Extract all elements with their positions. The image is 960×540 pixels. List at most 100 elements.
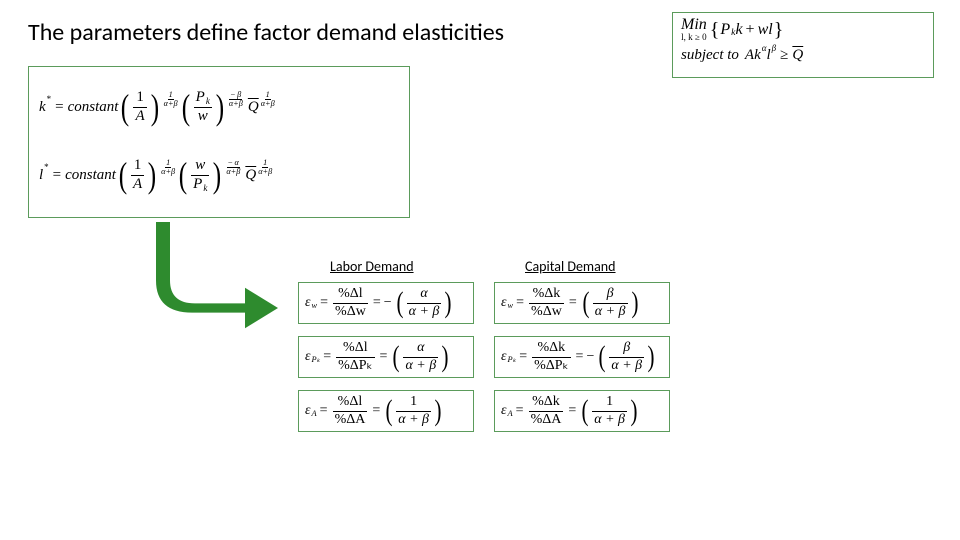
e: ε [305,404,311,418]
k-t1e-d: α+β [163,100,179,108]
k-const: constant [68,100,119,115]
k-t2-num: P [196,89,205,105]
slide-title: The parameters define factor demand elas… [28,18,504,47]
obj-k: k [735,22,742,38]
md: %ΔPₖ [532,359,570,374]
rn: β [621,341,632,356]
min-sub: l, k ≥ 0 [681,33,706,42]
min-label: Min [681,17,707,33]
e-sub: w [508,302,514,310]
e-sub: Pₖ [312,356,321,364]
rd: α + β [403,359,438,374]
k-t2e-s: − [230,90,235,99]
eq1: = [320,404,328,418]
rd: α + β [396,413,431,428]
l-t2-num: w [193,158,207,174]
l-t2e-d: α+β [225,168,241,176]
l-const: constant [65,168,116,183]
sign: − [586,350,594,364]
rd: α + β [593,305,628,320]
e-sub: w [312,302,318,310]
mn: %Δl [341,341,370,356]
eq1: = [516,296,524,310]
con-Qbar: Q [792,48,803,63]
k-Q: Q [248,100,259,115]
mn: %Δk [531,287,563,302]
obj-w: w [758,22,769,38]
rn: 1 [408,395,419,410]
md: %Δw [333,305,368,320]
eq2: = [576,350,584,364]
k-t2-num-sub: k [206,96,210,106]
k-t2-den: w [196,109,210,125]
l-star: * [44,163,49,172]
mn: %Δl [336,287,365,302]
l-t1-num: 1 [132,158,144,174]
curved-arrow-icon [150,222,280,342]
con-beta: β [772,44,776,53]
con-alpha: α [762,44,767,53]
con-A: A [745,48,754,63]
eq1: = [516,404,524,418]
e-sub: A [508,410,513,418]
k-t2e-d: α+β [228,100,244,108]
rn: α [415,341,426,356]
l-t1e-d: α+β [160,168,176,176]
mn: %Δk [536,341,568,356]
rd: α + β [592,413,627,428]
optimization-problem-box: Min l, k ≥ 0 Pk k + w l subject to A kα … [672,12,934,78]
l-t1-den: A [131,177,144,193]
eq1: = [320,296,328,310]
l-t2-den-sub: k [203,183,207,193]
elasticity-capital-w: εw = %Δk %Δw = β α + β [494,282,670,324]
obj-Pk-sub: k [731,28,735,38]
rd: α + β [609,359,644,374]
sign: − [384,296,392,310]
elasticity-capital-a: εA = %Δk%ΔA = 1α + β [494,390,670,432]
e: ε [501,296,507,310]
factor-demand-box: k* = constant 1A 1α+β Pkw −βα+β Q 1α+β l… [28,66,410,218]
rn: β [605,287,616,302]
eq2: = [568,404,576,418]
l-var: l [39,168,43,183]
l-t2e-s: − [228,158,233,167]
mn: %Δk [530,395,562,410]
k-star: * [47,95,52,104]
mn: %Δl [336,395,365,410]
e: ε [501,404,507,418]
md: %Δw [529,305,564,320]
elasticity-capital-pk: εPₖ = %Δk%ΔPₖ = − βα + β [494,336,670,378]
capital-demand-header: Capital Demand [525,258,616,275]
l-t3e-d: α+β [257,168,273,176]
eq2: = [380,350,388,364]
subject-to: subject to [681,48,739,63]
e: ε [305,296,311,310]
eq2: = [372,404,380,418]
k-t1-num: 1 [134,90,146,106]
k-t3e-d: α+β [260,100,276,108]
labor-demand-header: Labor Demand [330,258,414,275]
eq2: = [569,296,577,310]
k-t1-den: A [133,109,146,125]
l-t2-den: P [193,176,202,192]
k-var: k [39,100,46,115]
obj-plus: + [746,22,755,38]
obj-Pk-P: P [720,22,730,38]
elasticity-labor-w: εw = %Δl%Δw = − αα + β [298,282,474,324]
eq1: = [323,350,331,364]
md: %ΔA [333,413,368,428]
con-geq: ≥ [780,48,788,63]
eq1: = [519,350,527,364]
con-k: k [754,48,761,63]
elasticity-labor-a: εA = %Δl%ΔA = 1α + β [298,390,474,432]
lbrace-icon [709,20,721,40]
k-t2e-n: β [237,90,241,99]
md: %ΔPₖ [336,359,374,374]
elasticity-labor-pk: εPₖ = %Δl %ΔPₖ = α α + β [298,336,474,378]
e: ε [305,350,311,364]
con-l: l [766,48,770,63]
rn: 1 [604,395,615,410]
rbrace-icon [773,20,785,40]
e: ε [501,350,507,364]
rd: α + β [407,305,442,320]
